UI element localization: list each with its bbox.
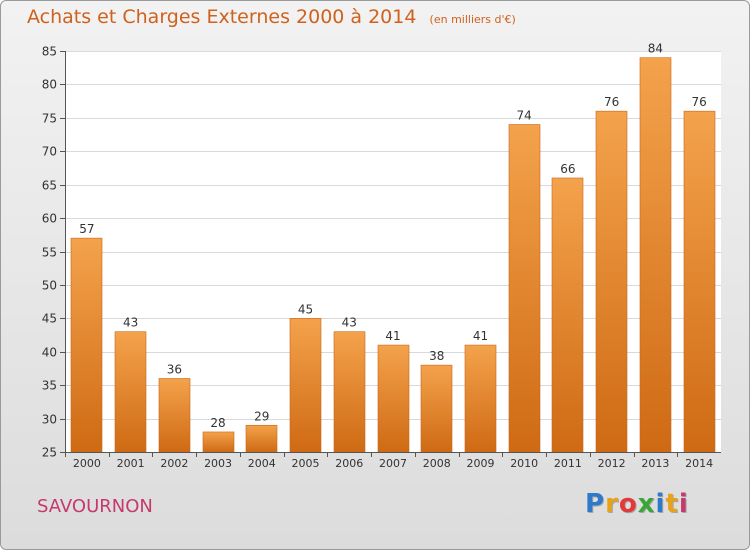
y-tick-label: 40 [42, 346, 57, 360]
y-tick-label: 80 [42, 78, 57, 92]
data-label: 41 [385, 329, 400, 343]
data-label: 57 [79, 222, 94, 236]
bar-2013 [639, 57, 672, 453]
bar-2014 [683, 110, 716, 453]
bars [70, 57, 716, 453]
y-tick-label: 55 [42, 246, 57, 260]
x-tick-label: 2007 [379, 457, 407, 470]
data-label: 84 [648, 42, 663, 56]
data-label: 74 [517, 109, 532, 123]
logo-letter: x [637, 489, 656, 519]
x-tick-label: 2012 [598, 457, 626, 470]
y-tick-label: 85 [42, 45, 57, 59]
x-tick-label: 2000 [73, 457, 101, 470]
x-tick-label: 2014 [685, 457, 713, 470]
logo-letter: i [678, 489, 689, 519]
commune-name: SAVOURNON [37, 496, 153, 517]
data-label: 29 [254, 409, 269, 423]
y-tick-label: 45 [42, 312, 57, 326]
x-tick-label: 2003 [204, 457, 232, 470]
bar-2006 [333, 331, 366, 453]
y-tick-label: 65 [42, 179, 57, 193]
bar-2008 [420, 364, 453, 453]
data-label: 76 [604, 95, 619, 109]
data-label: 41 [473, 329, 488, 343]
x-tick-label: 2001 [117, 457, 145, 470]
y-tick-label: 35 [42, 379, 57, 393]
y-tick-label: 25 [42, 446, 57, 460]
title-row: Achats et Charges Externes 2000 à 2014 (… [27, 6, 516, 28]
data-label: 38 [429, 349, 444, 363]
bar-2005 [289, 318, 322, 453]
logo-letter: t [665, 489, 679, 519]
y-tick-label: 50 [42, 279, 57, 293]
bar-2012 [595, 110, 628, 453]
proxiti-logo[interactable]: Proxiti [585, 489, 689, 519]
data-label: 76 [691, 95, 706, 109]
bar-2007 [377, 344, 410, 453]
x-tick-label: 2008 [423, 457, 451, 470]
bar-2002 [158, 378, 191, 453]
x-tick-label: 2010 [510, 457, 538, 470]
bar-2011 [551, 177, 584, 453]
bar-2009 [464, 344, 497, 453]
chart-unit: (en milliers d'€) [429, 13, 516, 26]
data-label: 66 [560, 162, 575, 176]
logo-letter: r [605, 489, 619, 519]
data-label: 45 [298, 302, 313, 316]
logo-letter: o [618, 489, 638, 519]
x-axis: 2000 2001 2002 2003 2004 2005 2006 2007 2008 2009… [65, 452, 721, 470]
x-tick-label: 2013 [641, 457, 669, 470]
bar-2001 [114, 331, 147, 453]
x-tick-label: 2005 [292, 457, 320, 470]
y-tick-label: 75 [42, 112, 57, 126]
chart-title: Achats et Charges Externes 2000 à 2014 [27, 6, 417, 28]
data-labels: 57 43 36 28 29 45 43 41 38 41 74 66 76 84 76 [79, 42, 707, 430]
data-label: 43 [123, 316, 138, 330]
y-tick-label: 30 [42, 413, 57, 427]
x-tick-label: 2002 [160, 457, 188, 470]
data-label: 36 [167, 362, 182, 376]
x-tick-label: 2011 [554, 457, 582, 470]
bar-2000 [70, 237, 103, 453]
data-label: 43 [342, 316, 357, 330]
bar-2003 [202, 431, 235, 453]
y-tick-label: 60 [42, 212, 57, 226]
x-tick-label: 2009 [466, 457, 494, 470]
y-tick-label: 70 [42, 145, 57, 159]
x-tick-label: 2006 [335, 457, 363, 470]
bar-2010 [508, 124, 541, 453]
logo-letter: P [585, 489, 606, 519]
bar-2004 [245, 424, 278, 453]
data-label: 28 [210, 416, 225, 430]
y-axis: 25 30 35 40 45 50 55 60 65 70 75 80 85 [42, 45, 66, 460]
logo-letter: i [655, 489, 666, 519]
x-tick-label: 2004 [248, 457, 276, 470]
